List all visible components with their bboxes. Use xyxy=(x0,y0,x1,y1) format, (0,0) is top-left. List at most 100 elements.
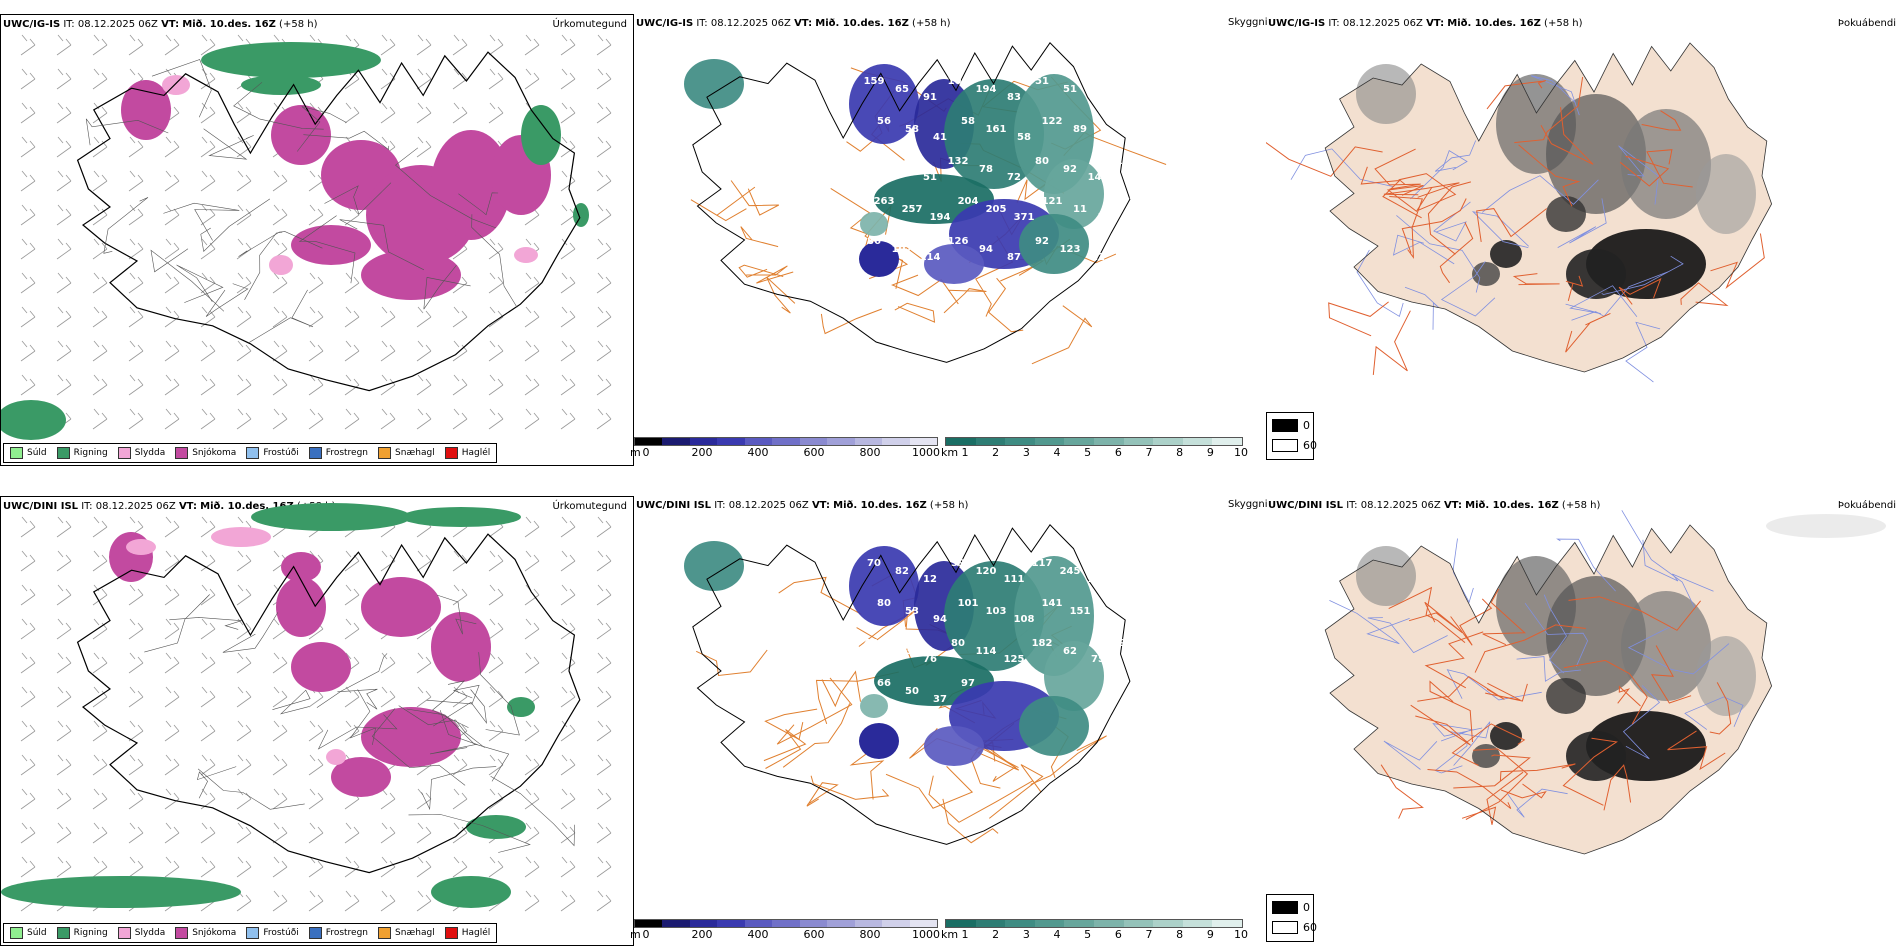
wind-barb xyxy=(596,102,612,124)
road-line xyxy=(421,766,497,811)
wind-barb xyxy=(416,34,432,56)
fog-index-map xyxy=(1324,510,1886,855)
road-line xyxy=(163,202,240,241)
wind-barb xyxy=(416,822,432,844)
road-line xyxy=(1433,201,1471,242)
wind-barb xyxy=(560,822,576,844)
wind-barb xyxy=(272,204,288,226)
wind-barb xyxy=(164,204,180,226)
wind-barb xyxy=(560,686,576,708)
wind-barb xyxy=(416,136,432,158)
wind-barb xyxy=(524,516,540,538)
sleet-area xyxy=(162,75,190,95)
ceiling-colorbar-segment xyxy=(772,438,800,445)
wind-barb xyxy=(344,408,360,430)
vt-label: VT: xyxy=(1443,500,1462,511)
legend-item: Rigning xyxy=(56,447,108,459)
wind-barb xyxy=(92,272,108,294)
visibility-tick: 5 xyxy=(1084,928,1092,941)
wind-barb xyxy=(596,34,612,56)
rain-area xyxy=(1,400,66,440)
legend-swatch xyxy=(10,447,23,459)
road-line xyxy=(490,776,575,847)
fog-legend-high-label: 60 xyxy=(1303,921,1317,934)
road-line xyxy=(1684,696,1744,730)
wind-barb xyxy=(308,822,324,844)
wind-barb xyxy=(560,204,576,226)
wind-barb xyxy=(92,136,108,158)
road-line xyxy=(1512,273,1560,286)
wind-barb xyxy=(560,890,576,912)
ceiling-value: 245 xyxy=(1060,566,1081,577)
wind-barb xyxy=(560,272,576,294)
visibility-area xyxy=(849,546,919,626)
wind-barb xyxy=(200,618,216,640)
ceiling-value: 151 xyxy=(1070,606,1091,617)
wind-barb xyxy=(128,204,144,226)
it-label: IT: xyxy=(714,500,726,511)
roads xyxy=(1266,77,1765,375)
road-line xyxy=(249,289,314,343)
wind-barb xyxy=(236,170,252,192)
road-line xyxy=(151,59,212,118)
ceiling-value: 106 xyxy=(948,76,969,87)
wind-barb xyxy=(92,204,108,226)
ceiling-colorbar-segment xyxy=(689,438,718,445)
fog-legend-high-label: 60 xyxy=(1303,439,1317,452)
wind-barb xyxy=(272,408,288,430)
wind-barb xyxy=(56,550,72,572)
ceiling-value: 204 xyxy=(958,196,979,207)
ceiling-colorbar-segment xyxy=(635,438,663,445)
road-line xyxy=(298,215,356,284)
wind-barb xyxy=(200,652,216,674)
wind-barb xyxy=(200,170,216,192)
wind-barb xyxy=(200,754,216,776)
ceiling-value: 82 xyxy=(895,566,909,577)
wind-barb xyxy=(308,170,324,192)
wind-barb xyxy=(488,408,504,430)
road-line xyxy=(296,106,347,152)
road-line xyxy=(1434,140,1477,172)
wind-barb xyxy=(56,720,72,742)
snow-area xyxy=(291,642,351,692)
wind-barb xyxy=(452,102,468,124)
wind-barb xyxy=(524,272,540,294)
ceiling-value: 37 xyxy=(933,694,947,705)
ceiling-value: 12 xyxy=(1119,236,1133,247)
wind-barb xyxy=(56,102,72,124)
wind-barb xyxy=(92,408,108,430)
wind-barb xyxy=(596,754,612,776)
road-line xyxy=(1388,586,1466,643)
legend-item: Slydda xyxy=(117,447,165,459)
road-line xyxy=(1622,685,1661,760)
ceiling-tick: 200 xyxy=(691,446,713,459)
wind-barb xyxy=(380,686,396,708)
visibility-colorbar-segment xyxy=(1093,920,1124,927)
rain-area xyxy=(521,105,561,165)
legend-item: Frostúði xyxy=(246,927,299,939)
wind-barb xyxy=(560,374,576,396)
visibility-colorbar-segment xyxy=(975,438,1006,445)
ceiling-value: 58 xyxy=(1017,132,1031,143)
precip-type-panel-top: UWC/IG-IS IT: 08.12.2025 06Z VT: Mið. 10… xyxy=(0,14,634,466)
wind-barb xyxy=(236,550,252,572)
road-line xyxy=(339,219,425,271)
road-line xyxy=(1476,208,1548,242)
panel-title: Skyggni xyxy=(1228,499,1268,510)
wind-barb xyxy=(452,822,468,844)
legend-item: Snjókoma xyxy=(175,927,236,939)
wind-barb xyxy=(200,686,216,708)
ceiling-value: 143 xyxy=(1088,172,1109,183)
wind-barb xyxy=(164,754,180,776)
wind-barb xyxy=(92,754,108,776)
vt-label: VT: xyxy=(811,500,830,511)
wind-barb xyxy=(452,374,468,396)
vt-value: Mið. 10.des. 16Z xyxy=(815,18,909,29)
visibility-colorbar-segment xyxy=(1182,920,1213,927)
wind-barb xyxy=(20,856,36,878)
road-line xyxy=(1440,261,1496,317)
road-line xyxy=(815,671,899,725)
road-line xyxy=(471,214,518,308)
sleet-area xyxy=(126,539,156,555)
visibility-area xyxy=(860,212,888,236)
